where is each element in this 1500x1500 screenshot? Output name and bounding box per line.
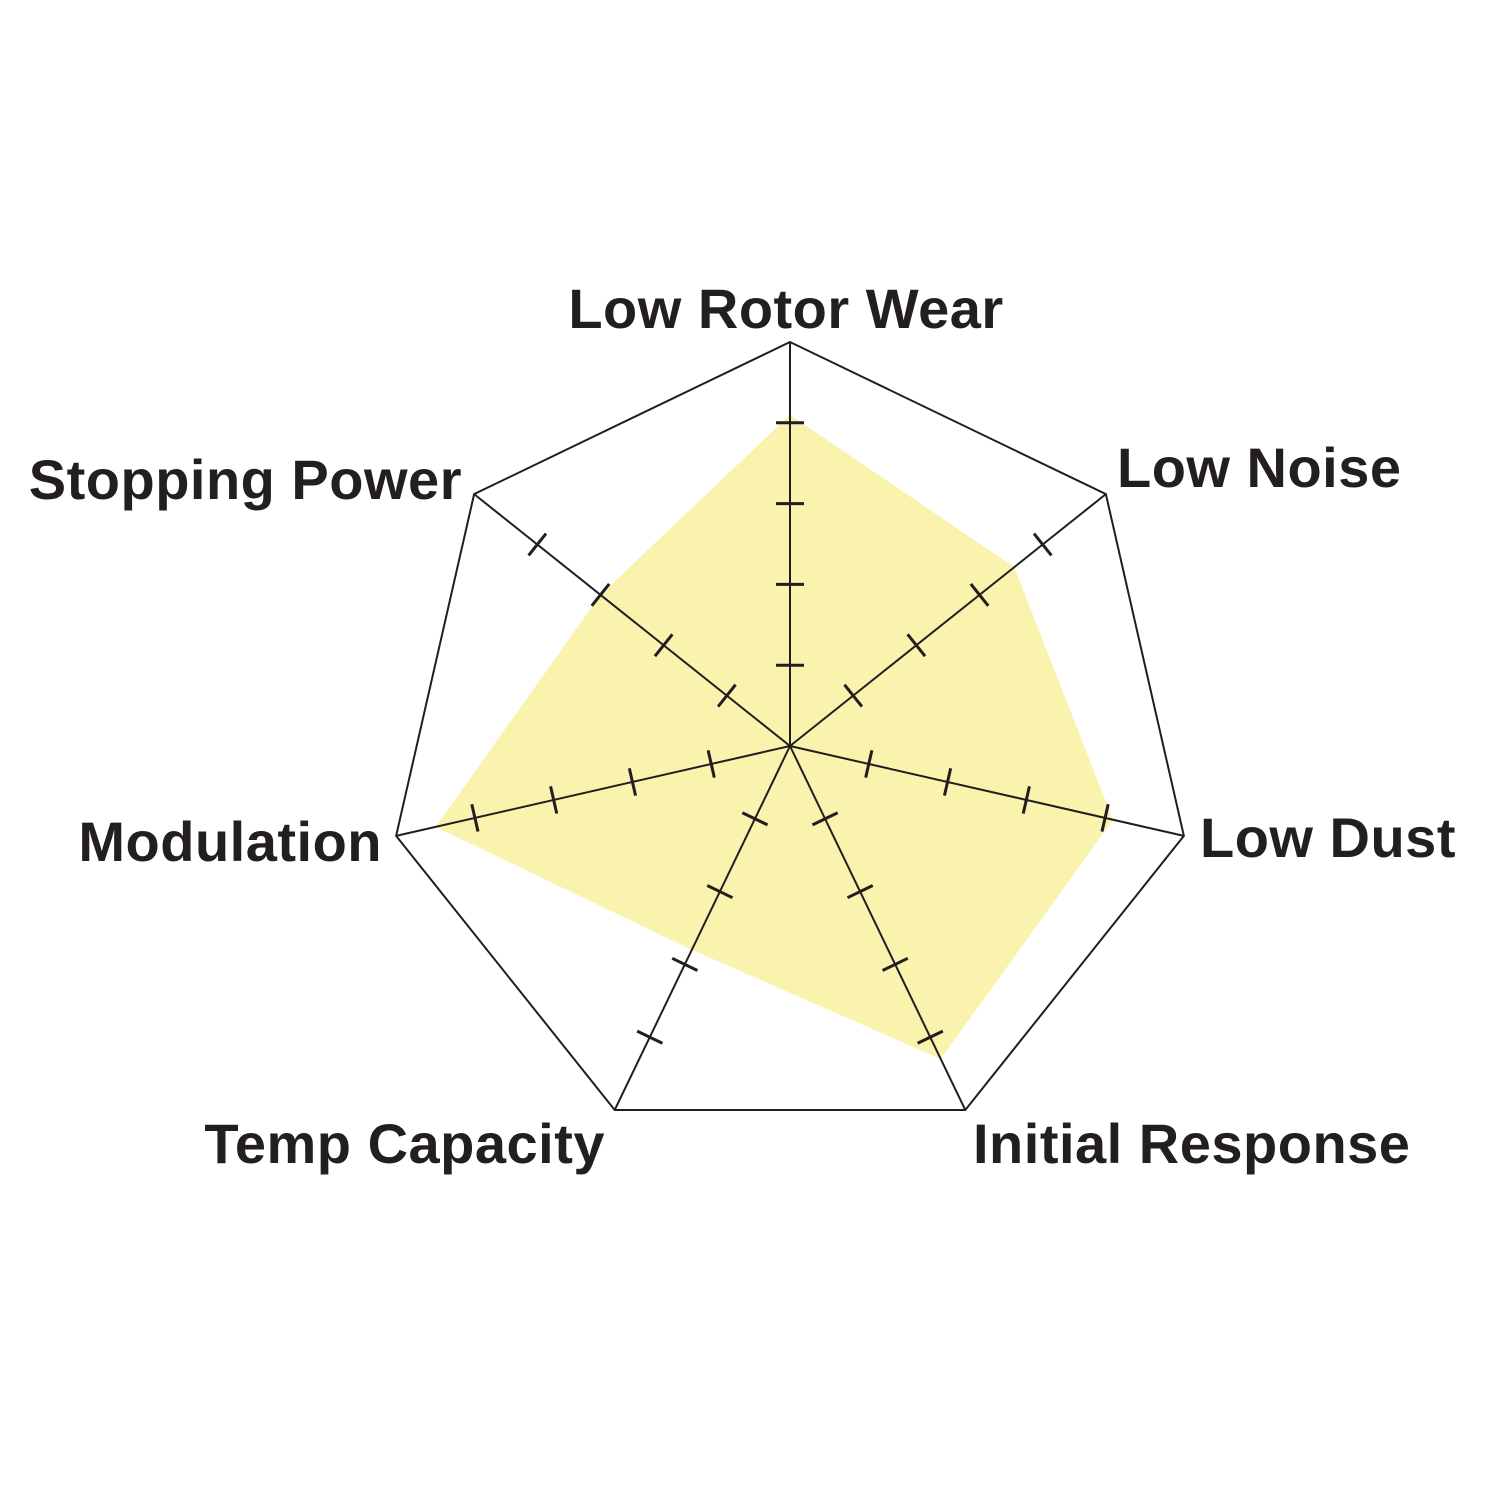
axis-tick-low-noise-3: [969, 582, 990, 607]
axis-line-stopping-power: [473, 493, 791, 747]
axis-label-stopping-power: Stopping Power: [29, 448, 462, 511]
axis-tick-stopping-power-3: [590, 582, 611, 607]
axis-tick-temp-capacity-3: [671, 956, 699, 972]
data-polygon: [435, 414, 1113, 1060]
axis-line-modulation: [395, 745, 791, 837]
axis-tick-initial-response-1: [811, 811, 839, 827]
axis-tick-low-dust-3: [1021, 785, 1031, 814]
axis-tick-modulation-2: [627, 767, 638, 796]
axis-label-temp-capacity: Temp Capacity: [204, 1112, 605, 1175]
axis-tick-modulation-1: [706, 749, 716, 778]
axis-tick-low-noise-1: [843, 683, 864, 708]
axis-tick-low-dust-2: [942, 767, 953, 796]
axis-tick-low-noise-4: [1032, 532, 1053, 557]
chart-outline: [395, 340, 1185, 1111]
axis-tick-initial-response-4: [916, 1029, 944, 1045]
axis-line-low-noise: [789, 493, 1107, 747]
axis-tick-temp-capacity-2: [706, 884, 734, 900]
axis-label-modulation: Modulation: [78, 810, 382, 873]
axis-tick-modulation-3: [549, 785, 559, 814]
axis-tick-low-dust-1: [864, 749, 874, 778]
axis-tick-initial-response-2: [846, 884, 874, 900]
axis-tick-low-dust-4: [1100, 803, 1110, 832]
axis-tick-initial-response-3: [881, 956, 909, 972]
axis-label-low-noise: Low Noise: [1117, 436, 1402, 499]
axis-label-initial-response: Initial Response: [973, 1112, 1410, 1175]
axis-line-temp-capacity: [613, 745, 791, 1111]
axis-tick-stopping-power-4: [527, 532, 548, 557]
axis-tick-stopping-power-2: [653, 633, 674, 658]
axis-label-low-dust: Low Dust: [1200, 806, 1456, 869]
axis-tick-stopping-power-1: [716, 683, 737, 708]
axis-tick-temp-capacity-1: [741, 811, 769, 827]
axis-tick-temp-capacity-4: [636, 1029, 664, 1045]
axis-line-low-dust: [789, 745, 1185, 837]
axis-tick-low-noise-2: [906, 633, 927, 658]
axis-tick-modulation-4: [470, 803, 480, 832]
axis-line-initial-response: [789, 745, 967, 1111]
axis-label-low-rotor-wear: Low Rotor Wear: [568, 277, 1003, 340]
